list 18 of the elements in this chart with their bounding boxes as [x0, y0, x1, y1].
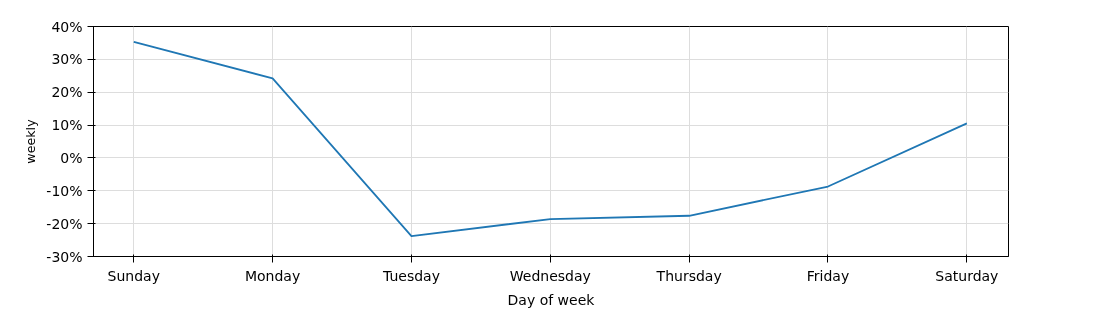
x-tick-label: Tuesday: [381, 267, 440, 284]
y-tick-label: 0%: [60, 149, 83, 166]
y-axis-title: weekly: [23, 118, 39, 164]
x-tick-label: Saturday: [935, 267, 999, 284]
y-tick-label: -20%: [46, 215, 83, 232]
y-tick-label: 20%: [51, 84, 83, 101]
x-tick-label: Friday: [806, 267, 850, 284]
y-tick-label: 10%: [51, 117, 83, 134]
x-tick-label: Sunday: [107, 267, 160, 284]
y-tick-label: -10%: [46, 182, 83, 199]
x-tick-label: Wednesday: [509, 267, 591, 284]
x-tick-label: Monday: [244, 267, 301, 284]
line-series: [132, 41, 968, 238]
y-tick-label: 30%: [51, 51, 83, 68]
y-tick-label: 40%: [51, 18, 83, 35]
x-axis-title: Day of week: [507, 291, 596, 308]
x-tick-label: Thursday: [655, 267, 722, 284]
y-tick-label: -30%: [46, 248, 83, 265]
